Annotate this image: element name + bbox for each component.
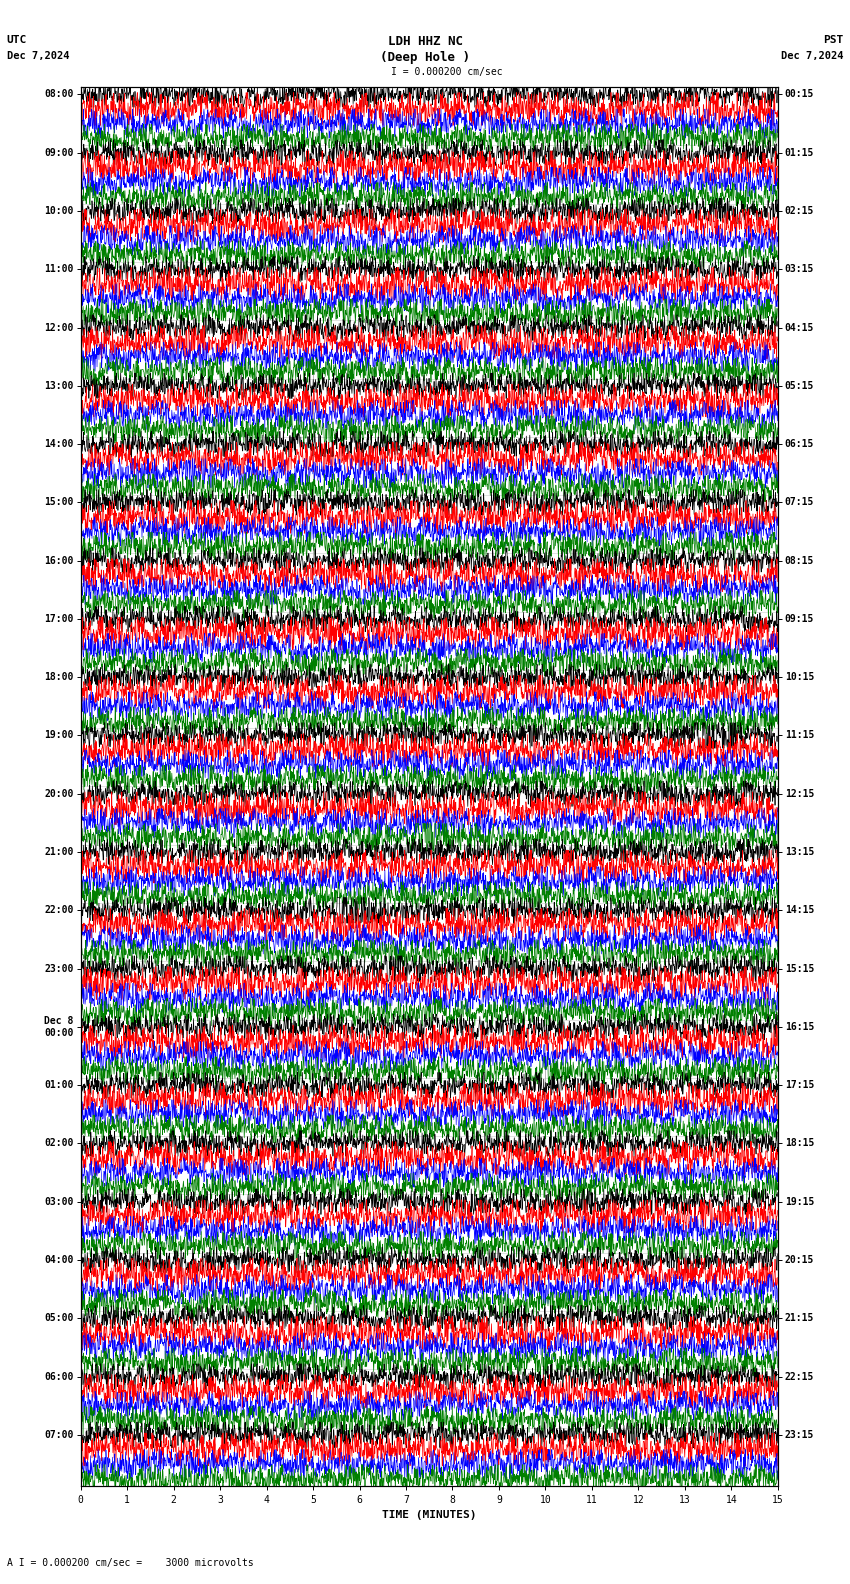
Text: UTC: UTC — [7, 35, 27, 44]
Text: Dec 7,2024: Dec 7,2024 — [7, 51, 70, 60]
Text: PST: PST — [823, 35, 843, 44]
Text: Dec 7,2024: Dec 7,2024 — [780, 51, 843, 60]
Text: (Deep Hole ): (Deep Hole ) — [380, 51, 470, 63]
Text: I = 0.000200 cm/sec: I = 0.000200 cm/sec — [391, 67, 502, 76]
X-axis label: TIME (MINUTES): TIME (MINUTES) — [382, 1511, 477, 1521]
Text: A I = 0.000200 cm/sec =    3000 microvolts: A I = 0.000200 cm/sec = 3000 microvolts — [7, 1559, 253, 1568]
Text: LDH HHZ NC: LDH HHZ NC — [388, 35, 462, 48]
